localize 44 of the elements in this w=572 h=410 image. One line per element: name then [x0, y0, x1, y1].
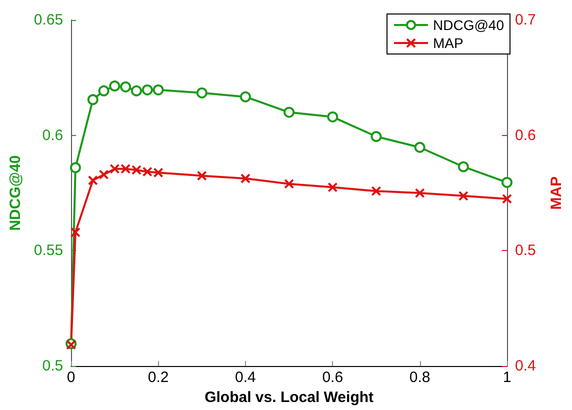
- x-tick-label: 1: [502, 369, 512, 386]
- y2-tick-label: 0.6: [515, 126, 536, 144]
- legend-label: MAP: [432, 35, 464, 51]
- point: [196, 170, 207, 181]
- point: [327, 111, 338, 122]
- x-tick-label: 0.6: [322, 369, 344, 386]
- point: [371, 186, 382, 196]
- point: [240, 91, 251, 102]
- y-tick-label: 0.65: [34, 12, 64, 28]
- y-tick-label: 0.55: [34, 242, 64, 260]
- point: [502, 194, 512, 204]
- point: [87, 94, 98, 106]
- point: [196, 87, 208, 98]
- point: [70, 162, 81, 174]
- point: [98, 170, 109, 180]
- x-tick-label: 0.4: [235, 369, 256, 386]
- point: [120, 164, 131, 174]
- x-tick-label: 0: [66, 369, 76, 386]
- point: [284, 178, 294, 189]
- x-tick-label: 0.8: [409, 369, 430, 386]
- y-axis-title: NDCG@40: [7, 155, 24, 231]
- point: [153, 168, 164, 178]
- point: [109, 80, 120, 92]
- point: [152, 84, 164, 96]
- point: [284, 106, 295, 118]
- point: [502, 176, 512, 188]
- point: [120, 81, 132, 92]
- point: [414, 188, 425, 198]
- y2-tick-label: 0.4: [515, 358, 536, 375]
- legend-label: NDCG@40: [432, 17, 504, 33]
- y-tick-label: 0.6: [42, 126, 64, 144]
- x-tick-label: 0.2: [148, 369, 169, 386]
- y-tick-label: 0.5: [42, 358, 64, 375]
- y2-axis-title: MAP: [548, 176, 565, 210]
- x-axis-title: Global vs. Local Weight: [204, 389, 374, 406]
- point: [142, 84, 153, 96]
- point: [70, 227, 80, 238]
- point: [458, 161, 469, 172]
- y2-tick-label: 0.7: [515, 12, 536, 28]
- y2-tick-label: 0.5: [515, 242, 536, 260]
- point: [130, 85, 142, 96]
- point: [414, 142, 426, 153]
- point: [98, 85, 110, 96]
- point: [370, 131, 382, 142]
